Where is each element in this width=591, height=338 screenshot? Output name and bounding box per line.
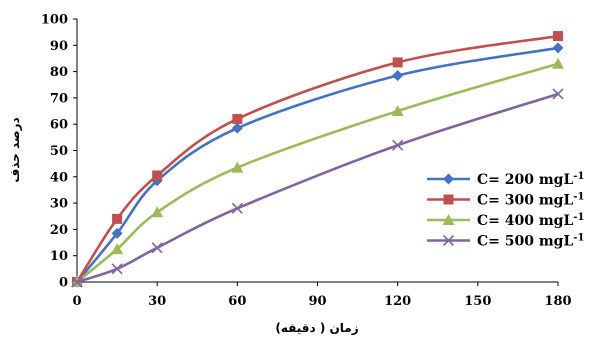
x-tick-label: 180 (544, 294, 571, 309)
legend-label: C= 500 mgL-1 (477, 233, 584, 250)
data-point (392, 70, 404, 82)
data-point (111, 243, 124, 255)
data-point (231, 161, 244, 173)
legend-marker (442, 234, 455, 247)
data-point (231, 122, 243, 134)
legend-item: C= 400 mgL-1 (427, 212, 584, 229)
data-point (553, 31, 563, 42)
data-point (392, 139, 404, 151)
x-tick-label: 30 (148, 294, 166, 309)
legend-marker (443, 194, 454, 205)
y-tick-label: 40 (50, 170, 68, 185)
y-tick-label: 50 (50, 144, 68, 159)
legend-label-text: C= 200 mgL (477, 172, 573, 188)
series-layer (71, 31, 564, 288)
x-tick-label: 120 (384, 294, 411, 309)
data-point (152, 170, 163, 181)
data-point (71, 276, 83, 288)
data-point (151, 242, 163, 254)
x-tick-label: 0 (72, 294, 81, 309)
y-tick-label: 70 (50, 91, 68, 106)
data-point (112, 213, 123, 224)
data-point (392, 57, 403, 68)
y-tick-label: 0 (59, 276, 68, 291)
legend-label-text: C= 300 mgL (477, 193, 573, 209)
y-axis-title: درصد حذف (8, 117, 22, 182)
data-point (111, 227, 123, 239)
data-point (151, 206, 164, 218)
x-axis-ticks: 0 30 60 90 120 150 180 (72, 282, 572, 309)
legend-marker (443, 173, 454, 185)
y-tick-label: 20 (50, 223, 68, 238)
series-1 (71, 42, 564, 288)
y-tick-label: 30 (50, 197, 68, 212)
data-point (552, 57, 564, 69)
y-tick-label: 60 (50, 118, 68, 133)
y-tick-label: 80 (50, 65, 68, 80)
legend: C= 200 mgL-1C= 300 mgL-1C= 400 mgL-1C= 5… (427, 171, 584, 250)
x-axis-title: زمان ( دقیقه) (275, 321, 358, 335)
x-tick-label: 90 (308, 294, 326, 309)
x-tick-label: 60 (228, 294, 246, 309)
legend-label: C= 200 mgL-1 (477, 171, 584, 188)
legend-label: C= 300 mgL-1 (477, 192, 584, 209)
legend-label-exponent: -1 (573, 171, 584, 182)
y-axis-ticks: 0 10 20 30 40 50 60 70 80 90 100 (41, 13, 77, 291)
data-point (552, 42, 564, 54)
data-point (391, 105, 404, 117)
legend-label-text: C= 500 mgL (477, 234, 573, 250)
legend-marker (442, 214, 455, 225)
data-point (231, 202, 243, 214)
legend-item: C= 500 mgL-1 (427, 233, 584, 250)
legend-label-exponent: -1 (573, 233, 584, 244)
y-tick-label: 100 (41, 13, 68, 28)
legend-item: C= 300 mgL-1 (427, 192, 584, 209)
legend-label-exponent: -1 (573, 192, 584, 203)
x-tick-label: 150 (464, 294, 491, 309)
legend-label: C= 400 mgL-1 (477, 212, 584, 229)
legend-item: C= 200 mgL-1 (427, 171, 584, 188)
y-tick-label: 10 (50, 249, 68, 264)
legend-label-text: C= 400 mgL (477, 213, 573, 229)
data-point (552, 88, 564, 100)
data-point (232, 113, 243, 124)
series-4 (71, 88, 564, 288)
y-tick-label: 90 (50, 39, 68, 54)
data-point (111, 263, 123, 275)
legend-label-exponent: -1 (573, 212, 584, 223)
